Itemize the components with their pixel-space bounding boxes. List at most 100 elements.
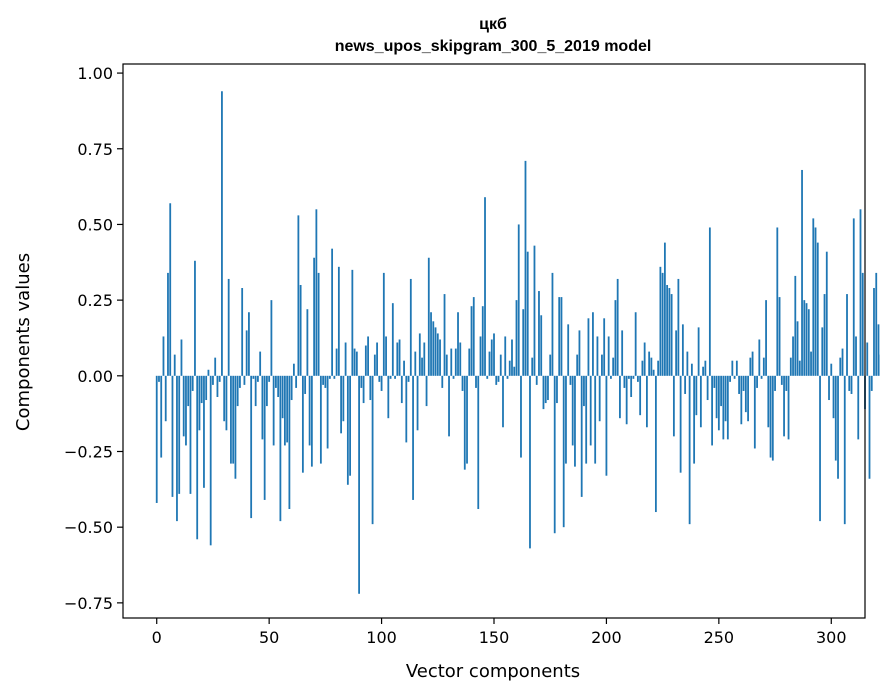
y-tick-label: −0.75 (64, 594, 113, 613)
bar (396, 342, 399, 376)
bar (549, 354, 552, 376)
x-tick-label: 50 (259, 628, 279, 647)
bar (524, 160, 527, 376)
bar (762, 357, 765, 376)
bar (634, 312, 637, 376)
bar (771, 375, 774, 461)
bar (733, 375, 736, 379)
bar (418, 333, 421, 376)
bar (477, 375, 480, 510)
bar (729, 375, 731, 382)
bar (459, 342, 462, 376)
bar (571, 375, 574, 446)
bar (594, 375, 597, 464)
bar (843, 375, 846, 525)
bar (427, 257, 430, 376)
bar (643, 342, 646, 376)
bar (740, 375, 743, 425)
bar (567, 324, 570, 376)
bar (268, 375, 271, 382)
bar (825, 251, 828, 376)
bar (513, 366, 516, 376)
bar (652, 369, 655, 376)
bar (589, 375, 592, 446)
bar (484, 197, 486, 376)
bar (493, 333, 495, 376)
bar (306, 309, 309, 376)
bar (866, 342, 869, 376)
bar (583, 375, 585, 407)
bar (684, 375, 687, 394)
bar (436, 333, 439, 376)
bar (248, 312, 250, 376)
bar (538, 291, 540, 376)
bar (578, 330, 581, 376)
bar (565, 375, 567, 464)
bar (704, 360, 707, 376)
bar (241, 288, 244, 376)
bar (409, 278, 412, 376)
bar (601, 354, 603, 376)
bar (290, 375, 293, 401)
bar (405, 375, 408, 443)
bar (387, 375, 390, 419)
bar (468, 348, 471, 376)
bar (722, 375, 725, 440)
bar (717, 375, 720, 431)
bar (275, 375, 277, 388)
bar (315, 209, 318, 376)
bar (218, 375, 221, 382)
bar (216, 375, 219, 397)
bar (688, 375, 691, 525)
bar (625, 375, 628, 425)
bar (308, 375, 311, 446)
bar (603, 318, 606, 376)
bar (328, 375, 331, 379)
bar (877, 324, 880, 376)
bar (164, 375, 167, 422)
bar (191, 375, 194, 391)
bar (355, 351, 358, 376)
bar (176, 375, 178, 522)
bar (828, 375, 830, 401)
bar (526, 251, 529, 376)
bar (344, 342, 347, 376)
bar (281, 375, 284, 419)
bar (780, 375, 783, 385)
bar (245, 330, 248, 376)
bar (391, 303, 394, 376)
bar (225, 375, 228, 431)
bar (279, 375, 282, 522)
bar (868, 375, 871, 479)
bar (162, 336, 165, 376)
bar (859, 209, 862, 376)
bar (841, 348, 844, 376)
bar (463, 375, 466, 470)
bar (639, 375, 642, 416)
bar (758, 339, 761, 376)
bar (535, 375, 538, 385)
bar (185, 375, 187, 446)
x-tick-label: 0 (152, 628, 162, 647)
bar (846, 294, 848, 376)
bar (540, 315, 543, 376)
bar (346, 375, 349, 485)
bar (819, 375, 821, 522)
y-tick-label: 0.50 (77, 215, 113, 234)
bar (614, 300, 617, 376)
bar (605, 375, 608, 476)
bar (837, 375, 839, 479)
bar (243, 375, 246, 385)
bar (259, 351, 262, 376)
bar (855, 336, 857, 376)
bar (335, 348, 338, 376)
bar (511, 339, 513, 376)
chart-title-line-1: цкб (479, 16, 507, 33)
bar (167, 272, 169, 376)
bar (452, 375, 455, 379)
bar (412, 375, 414, 500)
bar (675, 330, 678, 376)
bar (430, 312, 432, 376)
bar (380, 375, 383, 391)
bar (547, 375, 549, 401)
